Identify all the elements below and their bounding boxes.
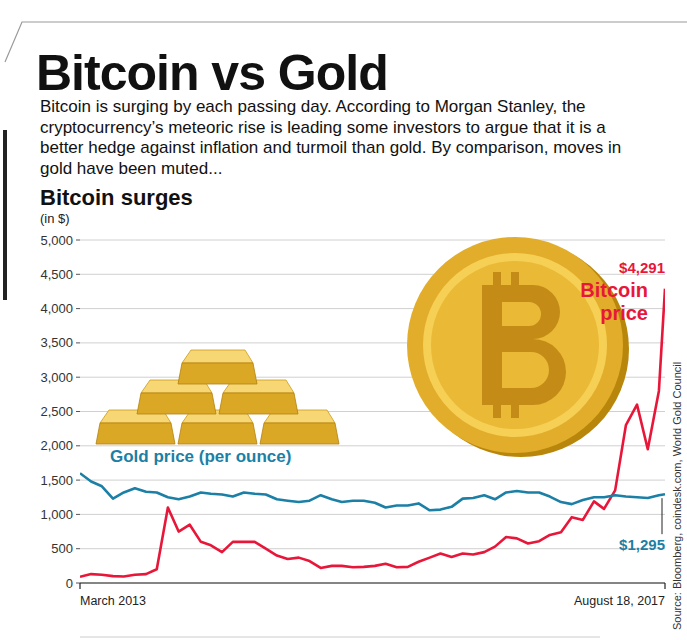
title: Bitcoin vs Gold <box>36 45 388 101</box>
y-tick <box>76 411 80 412</box>
y-tick-label: 2,500 <box>40 404 73 419</box>
y-tick-label: 500 <box>51 541 73 556</box>
grid-line <box>80 480 665 481</box>
x-tick-label: August 18, 2017 <box>574 594 665 608</box>
grid-line <box>80 583 665 584</box>
subtitle-line: gold have been muted... <box>40 159 222 178</box>
annotation: $1,295 <box>619 536 665 553</box>
series-label-line: Bitcoin <box>580 279 648 301</box>
coin-symbol <box>493 404 501 418</box>
y-tick <box>76 377 80 378</box>
coin <box>407 237 623 453</box>
side-bar <box>3 130 7 300</box>
x-tick <box>664 583 665 589</box>
gold-bar-front <box>137 393 216 414</box>
y-tick-label: 1,000 <box>40 507 73 522</box>
y-tick <box>76 480 80 481</box>
gold-bar-front <box>178 423 257 444</box>
y-tick <box>76 308 80 309</box>
series-label-line: price <box>600 302 648 324</box>
series-label: Gold price (per ounce) <box>110 447 291 466</box>
y-tick <box>76 342 80 343</box>
source: Source: Bloomberg, coindesk.com, World G… <box>671 362 683 630</box>
y-tick-label: 3,000 <box>40 370 73 385</box>
chart-title: Bitcoin surges <box>40 185 193 210</box>
y-tick-label: 5,000 <box>40 233 73 248</box>
x-tick <box>79 583 80 589</box>
gold-bar-front <box>260 423 339 444</box>
y-tick-label: 0 <box>66 576 73 591</box>
y-tick-label: 4,000 <box>40 301 73 316</box>
subtitle-line: Bitcoin is surging by each passing day. … <box>40 97 586 116</box>
series-group <box>80 289 665 577</box>
coin-face <box>431 261 599 429</box>
x-axis <box>80 582 665 583</box>
y-tick-label: 2,000 <box>40 438 73 453</box>
y-tick <box>76 445 80 446</box>
x-tick-label: March 2013 <box>80 594 146 608</box>
series-line <box>80 473 665 510</box>
y-tick <box>76 548 80 549</box>
bottom-rule <box>80 637 600 638</box>
gold-bar-top <box>182 350 253 363</box>
annotation: $4,291 <box>619 259 665 276</box>
y-tick-label: 1,500 <box>40 473 73 488</box>
subtitle-line: cryptocurrency’s meteoric rise is leadin… <box>40 118 606 137</box>
coin-symbol <box>511 272 519 286</box>
grid <box>76 240 665 583</box>
leader-line <box>662 498 663 534</box>
y-tick <box>76 514 80 515</box>
grid-line <box>80 240 665 241</box>
coin-symbol <box>493 272 501 286</box>
y-tick-label: 3,500 <box>40 335 73 350</box>
y-tick <box>76 240 80 241</box>
y-axis-label: (in $) <box>40 211 70 226</box>
coin-symbol <box>511 404 519 418</box>
subtitle-line: better hedge against inflation and turmo… <box>40 138 621 157</box>
grid-line <box>80 548 665 549</box>
series-label: Bitcoinprice <box>580 279 648 324</box>
subtitle: Bitcoin is surging by each passing day. … <box>40 97 621 178</box>
gold-bar-front <box>178 363 257 384</box>
y-tick-label: 4,500 <box>40 267 73 282</box>
coin-symbol <box>482 285 566 405</box>
illustration <box>96 237 629 457</box>
series-line <box>80 289 665 577</box>
chart: Bitcoin vs GoldBitcoin is surging by eac… <box>0 0 687 640</box>
gold-bar-front <box>96 423 175 444</box>
y-tick <box>76 274 80 275</box>
gold-bar-front <box>219 393 298 414</box>
